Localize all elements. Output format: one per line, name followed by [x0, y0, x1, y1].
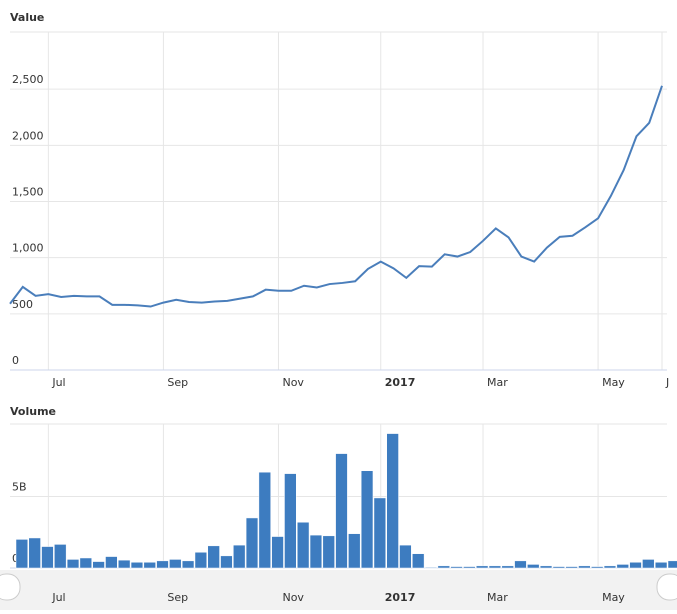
bar	[156, 560, 169, 569]
bar	[271, 536, 284, 569]
y-tick-label: 5B	[12, 481, 27, 494]
x-tick-label: Mar	[487, 591, 508, 604]
bar	[475, 565, 489, 569]
bar	[488, 565, 502, 569]
bar	[552, 566, 565, 569]
y-tick-label: 1,000	[12, 242, 44, 255]
bar	[501, 565, 514, 569]
bar	[220, 555, 233, 569]
bar	[169, 559, 182, 569]
y-tick-label: 0	[12, 354, 19, 367]
bar	[591, 566, 604, 569]
bar	[360, 470, 374, 569]
bar	[667, 560, 677, 569]
bar	[258, 471, 271, 569]
bar	[527, 564, 540, 569]
x-tick-label: 2017	[385, 591, 416, 604]
bar	[245, 517, 259, 569]
x-tick-label: Nov	[282, 591, 304, 604]
bar	[92, 561, 105, 569]
bar	[181, 560, 195, 569]
y-tick-label: 500	[12, 298, 33, 311]
x-tick-label: Sep	[167, 591, 188, 604]
x-tick-label: J	[665, 376, 669, 389]
x-tick-label: Nov	[282, 376, 304, 389]
bar	[578, 565, 591, 569]
bar	[79, 557, 92, 569]
navigator-handle[interactable]	[656, 573, 677, 601]
bar	[642, 559, 655, 569]
bar	[143, 562, 156, 569]
x-tick-label: May	[602, 376, 625, 389]
bar	[629, 562, 642, 569]
y-tick-label: 0	[12, 552, 19, 565]
bar	[373, 497, 386, 569]
navigator	[0, 570, 677, 610]
y-tick-label: 1,500	[12, 186, 44, 199]
chart-title: Volume	[10, 405, 56, 418]
bar	[15, 539, 29, 569]
bar	[130, 562, 144, 569]
bar	[654, 562, 668, 569]
navigator-handle[interactable]	[0, 573, 21, 601]
x-tick-label: 2017	[385, 376, 416, 389]
bar	[450, 566, 463, 569]
bar	[424, 567, 438, 569]
bar	[309, 534, 323, 569]
line	[9, 85, 663, 308]
bar	[463, 566, 476, 569]
bar	[105, 556, 118, 569]
bar	[322, 535, 335, 569]
bar	[284, 473, 297, 569]
bar	[28, 537, 41, 569]
bar	[565, 566, 578, 569]
x-tick-label: Jul	[51, 376, 65, 389]
bar	[539, 565, 553, 569]
bar	[66, 559, 80, 569]
chart-title: Value	[10, 11, 44, 24]
bar	[54, 544, 67, 569]
x-tick-label: Jul	[51, 591, 65, 604]
bar	[399, 544, 412, 569]
x-tick-label: May	[602, 591, 625, 604]
bar	[233, 544, 246, 569]
y-tick-label: 2,500	[12, 73, 44, 86]
bar	[118, 559, 131, 569]
y-tick-label: 2,000	[12, 129, 44, 142]
bar	[348, 533, 361, 569]
bar	[412, 553, 425, 569]
bar	[514, 560, 527, 569]
bar	[207, 545, 220, 569]
x-tick-label: Sep	[167, 376, 188, 389]
bar	[194, 552, 208, 569]
bar	[41, 546, 54, 569]
bar	[335, 453, 348, 569]
bar	[386, 433, 399, 569]
bar	[616, 564, 629, 569]
bar	[437, 565, 450, 569]
bar	[297, 521, 310, 569]
bar	[603, 565, 617, 569]
x-tick-label: Mar	[487, 376, 508, 389]
